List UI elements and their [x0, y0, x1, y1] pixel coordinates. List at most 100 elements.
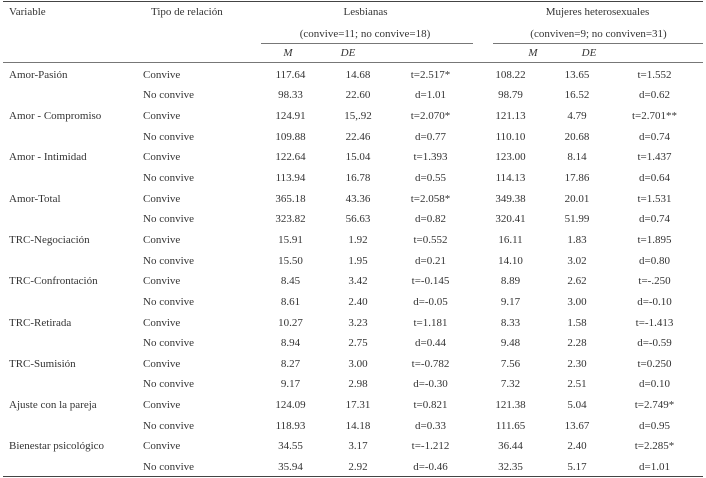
relation-cell: No convive: [143, 213, 195, 226]
stat-lesbianas-cell: t=1.393: [413, 151, 448, 164]
stat-heterosexuales-cell: t=1.437: [637, 151, 672, 164]
mean-heterosexuales-cell: 110.10: [495, 130, 526, 143]
sd-lesbianas-cell: 15.04: [345, 151, 371, 164]
relation-cell: Convive: [143, 192, 181, 205]
sd-heterosexuales-cell: 2.40: [567, 440, 587, 453]
relation-cell: Convive: [143, 399, 181, 412]
sd-lesbianas-cell: 1.92: [348, 233, 368, 246]
table-row: No convive 8.94 2.75 d=0.44 9.48 2.28 d=-0.59: [3, 333, 703, 354]
sd-heterosexuales-cell: 5.04: [567, 399, 587, 412]
mean-lesbianas-cell: 122.64: [275, 151, 306, 164]
stat-heterosexuales-cell: t=-.250: [638, 275, 671, 288]
relation-cell: Convive: [143, 357, 181, 370]
variable-cell: Amor-Total: [9, 192, 61, 205]
stat-lesbianas-cell: t=2.517*: [410, 68, 451, 81]
stat-lesbianas-cell: t=0.552: [413, 233, 448, 246]
sd-heterosexuales-cell: 2.62: [567, 275, 587, 288]
sd-heterosexuales-cell: 13.65: [564, 68, 590, 81]
stat-heterosexuales-cell: t=0.250: [637, 357, 672, 370]
mean-heterosexuales-cell: 36.44: [498, 440, 523, 453]
sd-lesbianas-cell: 3.00: [348, 357, 368, 370]
sd-lesbianas-cell: 14.68: [345, 68, 371, 81]
variable-cell: [3, 127, 143, 148]
sd-lesbianas-cell: 22.46: [345, 130, 371, 143]
sd-lesbianas-cell: 16.78: [345, 172, 371, 185]
sd-lesbianas-cell: 15,.92: [344, 110, 372, 123]
sd-lesbianas-cell: 22.60: [345, 89, 371, 102]
header-group-lesbianas: Lesbianas: [343, 6, 388, 18]
sd-heterosexuales-cell: 3.02: [567, 254, 587, 267]
relation-cell: Convive: [143, 233, 181, 246]
mean-lesbianas-cell: 323.82: [275, 213, 306, 226]
stat-heterosexuales-cell: d=0.10: [639, 378, 670, 391]
variable-cell: [3, 292, 143, 313]
stat-heterosexuales-cell: t=2.701**: [631, 110, 677, 123]
stat-lesbianas-cell: d=0.21: [415, 254, 446, 267]
stat-lesbianas-cell: d=-0.46: [413, 460, 448, 473]
mean-heterosexuales-cell: 9.48: [500, 337, 521, 350]
sd-heterosexuales-cell: 17.86: [564, 172, 590, 185]
mean-lesbianas-cell: 113.94: [275, 172, 306, 185]
stat-heterosexuales-cell: d=0.74: [639, 130, 670, 143]
mean-lesbianas-cell: 15.50: [278, 254, 303, 267]
sd-heterosexuales-cell: 4.79: [567, 110, 587, 123]
stat-lesbianas-cell: d=0.44: [415, 337, 446, 350]
mean-lesbianas-cell: 8.27: [280, 357, 301, 370]
variable-cell: [3, 375, 143, 396]
table-row: Amor - Compromiso Convive 124.91 15,.92 t=2.…: [3, 106, 703, 127]
group1-rule: [261, 43, 473, 44]
mean-lesbianas-cell: 8.45: [280, 275, 301, 288]
stat-lesbianas-cell: t=2.070*: [410, 110, 451, 123]
variable-cell: [3, 333, 143, 354]
header-n-lesbianas: (convive=11; no convive=18): [299, 28, 431, 40]
table-row: No convive 35.94 2.92 d=-0.46 32.35 5.17 d=1.0…: [3, 457, 703, 478]
table-row: No convive 118.93 14.18 d=0.33 111.65 13.67 d=…: [3, 416, 703, 437]
table-row: No convive 323.82 56.63 d=0.82 320.41 51.99 d=…: [3, 209, 703, 230]
mean-heterosexuales-cell: 114.13: [495, 172, 526, 185]
stat-lesbianas-cell: d=0.82: [415, 213, 446, 226]
relation-cell: No convive: [143, 460, 195, 473]
stat-heterosexuales-cell: d=-0.59: [637, 337, 672, 350]
stat-heterosexuales-cell: t=1.531: [637, 192, 672, 205]
sd-heterosexuales-cell: 2.30: [567, 357, 587, 370]
mean-heterosexuales-cell: 8.33: [500, 316, 521, 329]
variable-cell: [3, 251, 143, 272]
stat-heterosexuales-cell: d=0.95: [639, 419, 670, 432]
sd-heterosexuales-cell: 1.58: [567, 316, 587, 329]
mean-lesbianas-cell: 35.94: [278, 460, 303, 473]
mean-lesbianas-cell: 124.09: [275, 399, 306, 412]
relation-cell: No convive: [143, 295, 195, 308]
stat-lesbianas-cell: d=0.77: [415, 130, 446, 143]
mean-heterosexuales-cell: 7.32: [500, 378, 521, 391]
mean-lesbianas-cell: 117.64: [275, 68, 306, 81]
table-row: Amor - Intimidad Convive 122.64 15.04 t=1.39…: [3, 148, 703, 169]
table-row: Bienestar psicológico Convive 34.55 3.17 t=-…: [3, 437, 703, 458]
header-m-1: M: [283, 47, 293, 59]
mean-lesbianas-cell: 10.27: [278, 316, 303, 329]
header-m-2: M: [528, 47, 538, 59]
mean-lesbianas-cell: 98.33: [278, 89, 303, 102]
sd-heterosexuales-cell: 20.01: [564, 192, 590, 205]
table-row: TRC-Retirada Convive 10.27 3.23 t=1.181 8.33 1…: [3, 313, 703, 334]
stat-heterosexuales-cell: d=-0.10: [637, 295, 672, 308]
sd-heterosexuales-cell: 51.99: [564, 213, 590, 226]
sd-heterosexuales-cell: 1.83: [567, 233, 587, 246]
header-variable: Variable: [9, 6, 46, 18]
table-row: Amor-Total Convive 365.18 43.36 t=2.058* 349.…: [3, 189, 703, 210]
sd-heterosexuales-cell: 13.67: [564, 419, 590, 432]
table-row: No convive 109.88 22.46 d=0.77 110.10 20.68 d=…: [3, 127, 703, 148]
mean-heterosexuales-cell: 9.17: [500, 295, 521, 308]
mean-lesbianas-cell: 9.17: [280, 378, 301, 391]
mean-lesbianas-cell: 109.88: [275, 130, 306, 143]
data-table: Amor-Pasión Convive 117.64 14.68 t=2.517* 108…: [3, 63, 703, 478]
variable-cell: Amor-Pasión: [9, 68, 68, 81]
relation-cell: No convive: [143, 89, 195, 102]
stat-heterosexuales-cell: d=0.64: [639, 172, 670, 185]
sd-lesbianas-cell: 17.31: [345, 399, 371, 412]
relation-cell: No convive: [143, 172, 195, 185]
mean-lesbianas-cell: 34.55: [278, 440, 303, 453]
top-rule: [3, 1, 703, 2]
stat-lesbianas-cell: d=1.01: [415, 89, 446, 102]
variable-cell: [3, 416, 143, 437]
results-table: Variable Tipo de relación Lesbianas Muje…: [3, 0, 703, 477]
